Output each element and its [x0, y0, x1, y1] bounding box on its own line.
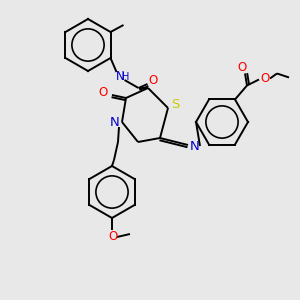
- Text: O: O: [260, 72, 270, 85]
- Text: N: N: [110, 116, 120, 128]
- Text: O: O: [98, 86, 108, 100]
- Text: N: N: [190, 140, 200, 152]
- Text: S: S: [171, 98, 179, 112]
- Text: H: H: [122, 72, 129, 82]
- Text: O: O: [148, 74, 157, 86]
- Text: N: N: [116, 70, 125, 83]
- Text: O: O: [237, 61, 247, 74]
- Text: O: O: [108, 230, 118, 244]
